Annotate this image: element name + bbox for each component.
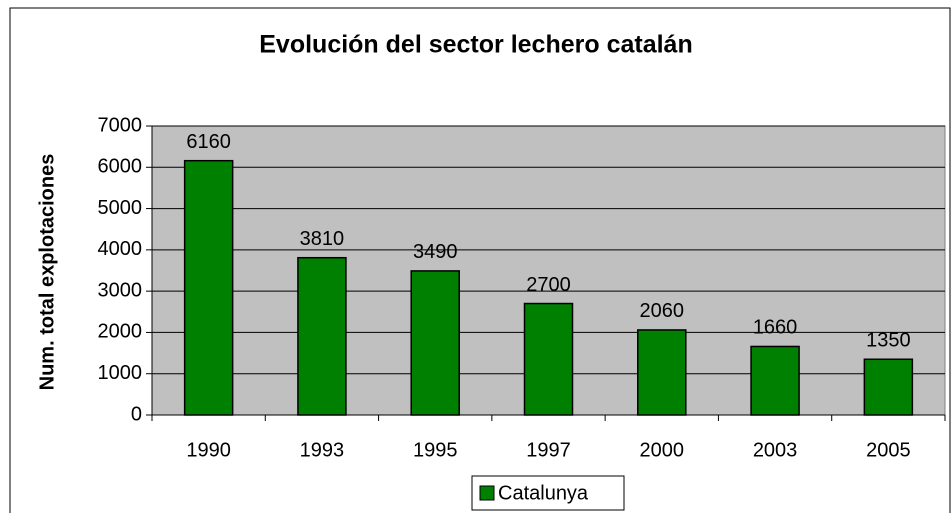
bar <box>637 329 687 416</box>
y-tick-label: 5000 <box>98 197 143 219</box>
bar <box>297 256 347 416</box>
legend-label: Catalunya <box>498 482 589 504</box>
legend-swatch <box>479 485 495 501</box>
bar <box>410 270 460 416</box>
legend-box <box>471 475 625 511</box>
x-tick-label: 2003 <box>753 439 798 461</box>
bar <box>523 302 574 416</box>
y-tick-label: 7000 <box>98 114 143 136</box>
x-tick-label: 1990 <box>186 439 231 461</box>
chart-title: Evolución del sector lechero catalán <box>259 31 692 59</box>
data-label: 1660 <box>753 317 798 339</box>
y-axis-label: Num. total explotaciones <box>36 154 58 391</box>
data-label: 2700 <box>526 274 571 296</box>
data-label: 2060 <box>640 300 685 322</box>
x-tick-label: 1995 <box>413 439 458 461</box>
data-label: 6160 <box>186 131 231 153</box>
data-label: 3810 <box>300 228 345 250</box>
data-label: 1350 <box>866 330 911 352</box>
bar <box>750 345 800 416</box>
bar <box>183 159 234 416</box>
y-tick-label: 0 <box>131 403 142 425</box>
x-tick-label: 2000 <box>640 439 685 461</box>
y-tick-label: 2000 <box>98 321 143 343</box>
bar <box>863 358 914 416</box>
y-tick-label: 1000 <box>98 362 143 384</box>
x-tick-label: 1997 <box>526 439 571 461</box>
data-label: 3490 <box>413 241 458 263</box>
y-tick-label: 4000 <box>98 238 143 260</box>
x-tick-label: 1993 <box>300 439 345 461</box>
y-tick-label: 6000 <box>98 156 143 178</box>
y-tick-label: 3000 <box>98 279 143 301</box>
x-tick-label: 2005 <box>866 439 911 461</box>
